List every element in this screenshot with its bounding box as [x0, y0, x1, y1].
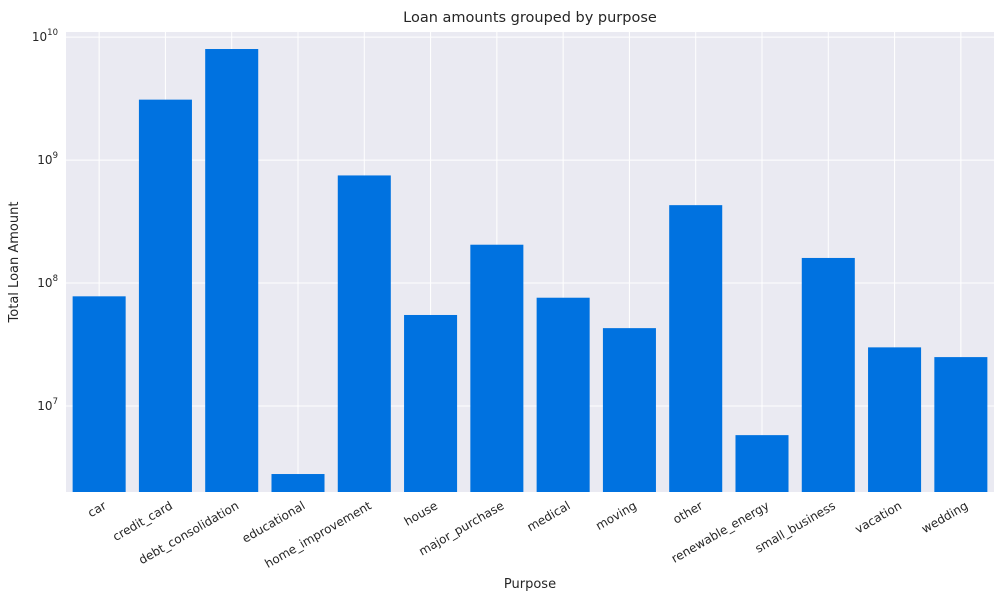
y-axis-ticks: 107 108 109 1010: [32, 28, 58, 413]
bar-debt-consolidation: [205, 49, 259, 492]
bar-moving: [602, 328, 656, 492]
bar-vacation: [868, 347, 922, 492]
bar-renewable-energy: [735, 435, 789, 492]
bars: [72, 49, 988, 493]
bar-wedding: [934, 357, 988, 492]
x-tick-label: vacation: [853, 498, 905, 536]
y-tick-label: 1010: [32, 28, 58, 44]
bar-major-purchase: [470, 244, 524, 492]
x-tick-label: moving: [593, 498, 639, 532]
x-tick-label: wedding: [919, 498, 970, 536]
bar-educational: [271, 474, 325, 492]
bar-car: [72, 296, 126, 492]
bar-medical: [536, 297, 590, 492]
x-tick-label: house: [402, 498, 440, 528]
bar-small-business: [801, 257, 855, 492]
bar-home-improvement: [337, 175, 391, 493]
bar-other: [669, 205, 723, 492]
bar-house: [404, 314, 458, 492]
x-tick-label: home_improvement: [262, 498, 374, 571]
y-axis-label: Total Loan Amount: [7, 202, 22, 324]
x-axis-label: Purpose: [504, 577, 556, 592]
x-tick-label: medical: [525, 498, 573, 534]
x-tick-label: car: [85, 498, 108, 520]
bar-credit-card: [138, 99, 192, 492]
y-tick-label: 109: [37, 151, 58, 167]
chart-title: Loan amounts grouped by purpose: [403, 10, 657, 26]
y-tick-label: 108: [37, 274, 58, 290]
x-axis-ticks: car credit_carddebt_consolidationeducatio…: [85, 498, 970, 571]
y-tick-label: 107: [37, 397, 58, 413]
x-tick-label: credit_card: [110, 498, 175, 543]
x-tick-label: other: [671, 498, 706, 526]
